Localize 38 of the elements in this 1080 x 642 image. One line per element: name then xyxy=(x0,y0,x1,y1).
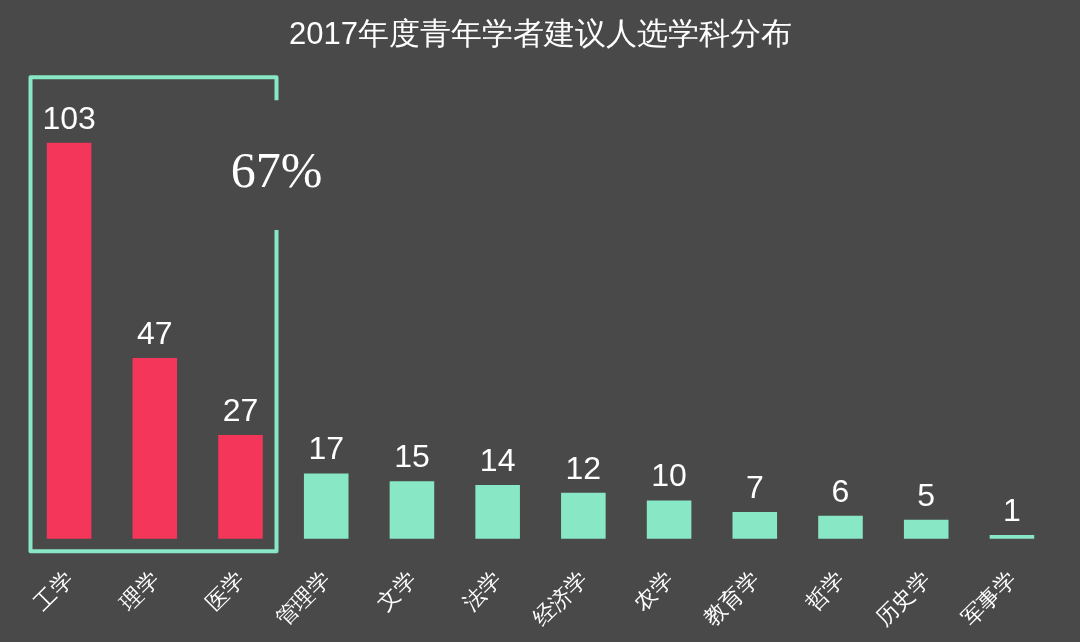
data-label: 6 xyxy=(831,472,850,509)
data-label: 103 xyxy=(42,99,96,136)
x-tick-label: 教育学 xyxy=(699,566,764,632)
data-label: 14 xyxy=(479,442,516,479)
bar xyxy=(561,492,606,539)
data-label: 5 xyxy=(917,476,936,513)
bar xyxy=(732,511,778,539)
bar xyxy=(903,519,949,539)
bar xyxy=(475,485,520,539)
bar xyxy=(132,358,178,539)
x-tick-label: 文学 xyxy=(371,566,421,616)
x-tick-label: 工学 xyxy=(29,566,78,616)
bar xyxy=(389,481,435,539)
bar xyxy=(218,435,263,539)
bar xyxy=(989,535,1035,539)
data-label: 1 xyxy=(1003,492,1021,529)
data-label: 17 xyxy=(308,430,345,467)
x-tick-label: 法学 xyxy=(457,566,507,616)
bar xyxy=(818,515,863,539)
x-tick-label: 农学 xyxy=(629,566,678,616)
bar xyxy=(646,500,692,539)
x-tick-label: 管理学 xyxy=(270,566,336,632)
x-tick-label: 历史学 xyxy=(870,566,936,632)
chart-title: 2017年度青年学者建议人选学科分布 xyxy=(289,15,792,51)
data-label: 10 xyxy=(651,457,687,494)
data-label: 27 xyxy=(222,392,259,429)
bar xyxy=(303,473,349,539)
x-tick-label: 医学 xyxy=(200,566,250,616)
data-label: 12 xyxy=(565,449,602,486)
annotation: 67% xyxy=(230,142,323,199)
x-tick-label: 理学 xyxy=(114,566,164,616)
x-tick-label: 经济学 xyxy=(527,566,593,632)
x-tick-label: 军事学 xyxy=(956,566,1021,632)
data-label: 15 xyxy=(394,438,430,475)
bar xyxy=(46,142,92,539)
data-label: 47 xyxy=(136,315,173,352)
x-tick-label: 哲学 xyxy=(800,566,850,616)
data-label: 7 xyxy=(745,468,764,505)
